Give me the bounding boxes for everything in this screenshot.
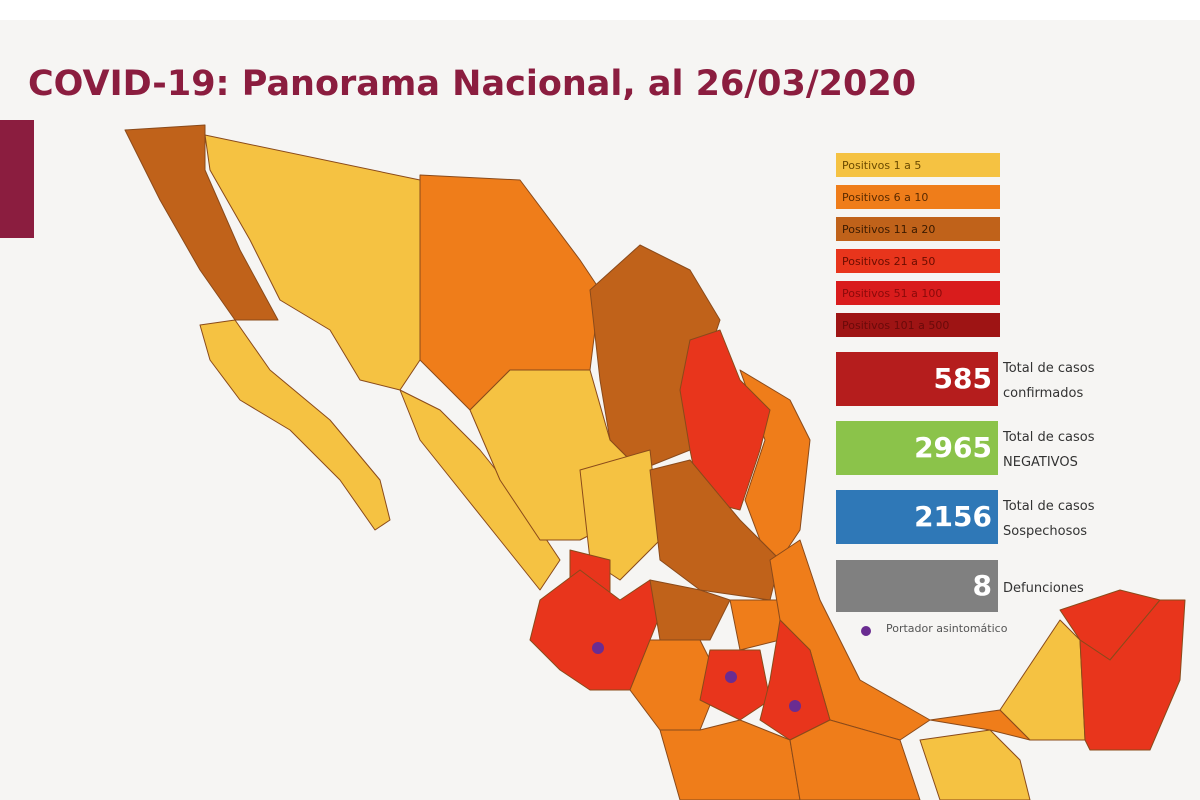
legend-label: Positivos 11 a 20 (842, 223, 935, 236)
state-region (679, 329, 771, 511)
stat-value: 2965 (914, 431, 992, 464)
side-bar (0, 120, 34, 238)
stat-box (836, 560, 998, 612)
legend-swatch (836, 249, 1000, 273)
carrier-dot (789, 700, 801, 712)
stat-box (836, 352, 998, 406)
legend-label: Positivos 101 a 500 (842, 319, 949, 332)
legend-label: Positivos 51 a 100 (842, 287, 942, 300)
legend-label: Positivos 6 a 10 (842, 191, 928, 204)
stat-box (836, 490, 998, 544)
state-region (579, 449, 661, 581)
state-region (699, 649, 771, 721)
legend-label: Positivos 21 a 50 (842, 255, 935, 268)
state-region (1079, 599, 1186, 751)
stat-label: Defunciones (1003, 581, 1084, 596)
stat-label: confirmados (1003, 386, 1083, 401)
stat-value: 8 (973, 569, 992, 602)
legend-label: Positivos 1 a 5 (842, 159, 921, 172)
carrier-dot (725, 671, 737, 683)
state-region (199, 319, 391, 531)
stat-label: Total de casos (1002, 499, 1095, 514)
title: COVID-19: Panorama Nacional, al 26/03/20… (28, 64, 916, 104)
stat-value: 585 (934, 362, 992, 395)
map (124, 124, 1186, 800)
state-region (399, 389, 561, 591)
stats: 585 Total de casos confirmados 2965 Tota… (836, 352, 1095, 612)
stat-value: 2156 (914, 500, 992, 533)
state-region (124, 124, 279, 321)
carrier-dot (861, 626, 871, 636)
legend-swatch (836, 153, 1000, 177)
top-strip (0, 0, 1200, 20)
stat-label: NEGATIVOS (1003, 455, 1078, 470)
state-region (789, 719, 921, 800)
stat-label: Total de casos (1002, 361, 1095, 376)
state-region (999, 619, 1086, 741)
stat-label: Total de casos (1002, 430, 1095, 445)
stat-label: Sospechosos (1003, 524, 1087, 539)
state-region (649, 579, 731, 641)
carrier-label: Portador asintomático (886, 622, 1008, 635)
legend-swatch (836, 281, 1000, 305)
stat-box (836, 421, 998, 475)
carrier-dot (592, 642, 604, 654)
legend-swatch (836, 217, 1000, 241)
legend: Positivos 1 a 5 Positivos 6 a 10 Positiv… (836, 153, 1008, 636)
legend-swatch (836, 185, 1000, 209)
state-region (919, 729, 1031, 800)
legend-swatch (836, 313, 1000, 337)
state-region (729, 599, 781, 651)
